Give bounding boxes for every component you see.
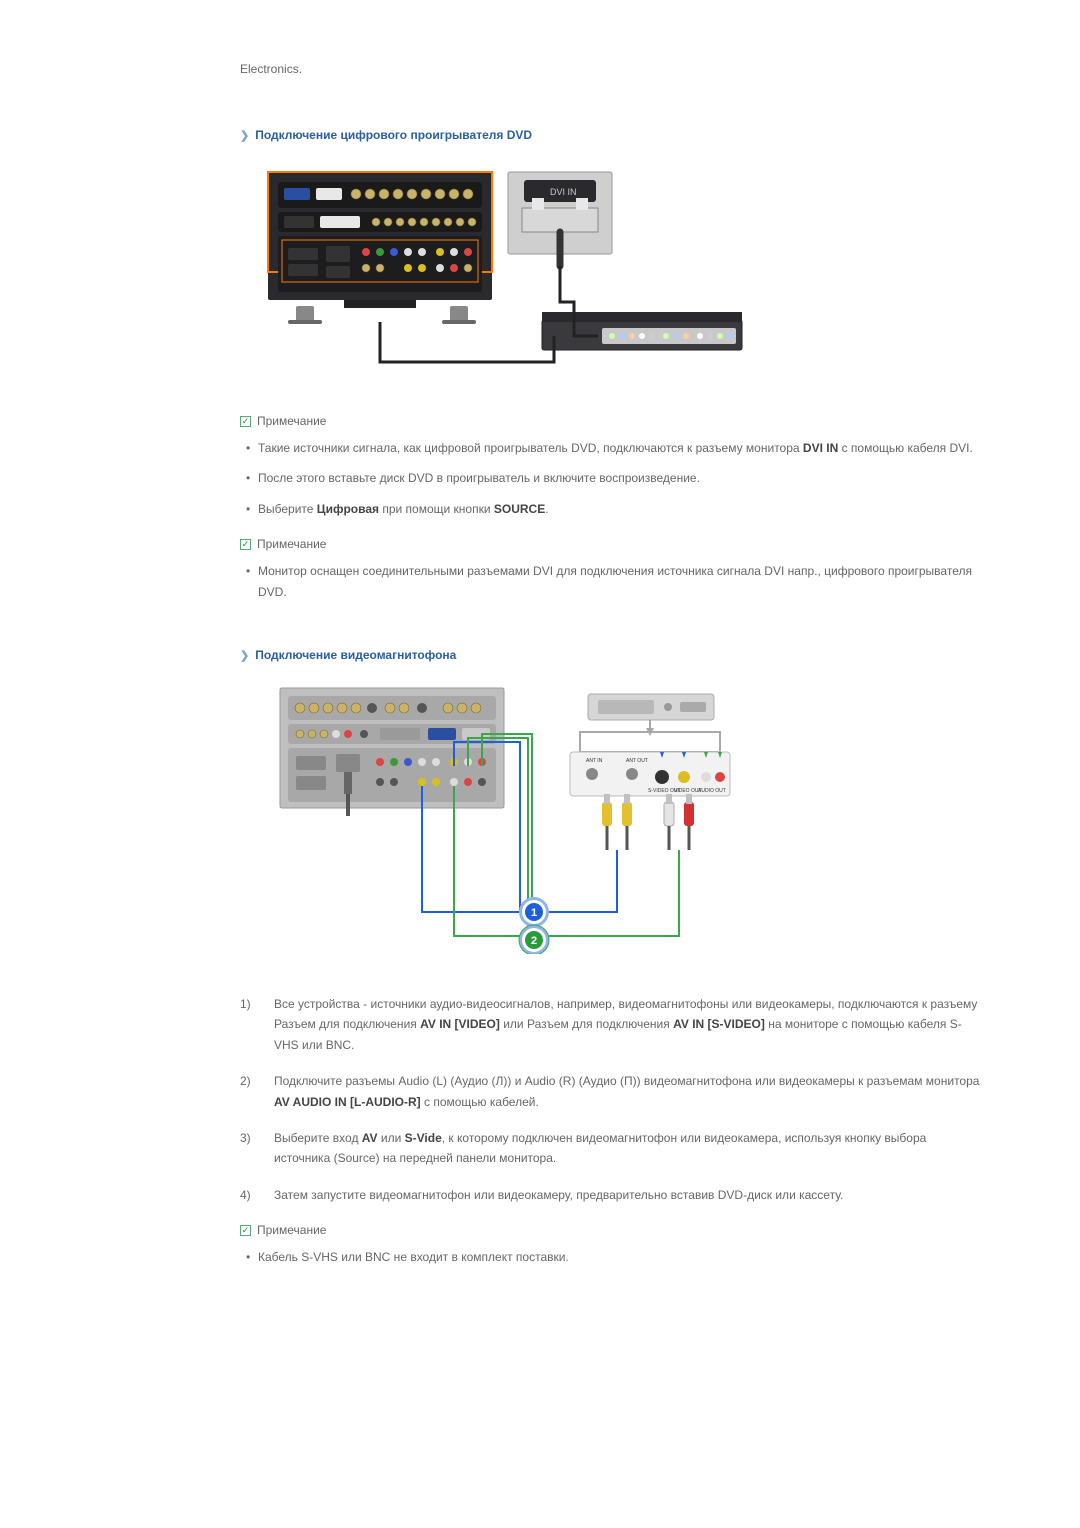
marker-1: 1	[519, 897, 549, 927]
section1-bullets-a: Такие источники сигнала, как цифровой пр…	[240, 438, 980, 519]
chevron-right-icon: ❯	[240, 129, 249, 142]
section1-bullets-b: Монитор оснащен соединительными разъемам…	[240, 561, 980, 602]
check-icon	[240, 416, 251, 427]
section2-steps: 1) Все устройства - источники аудио-виде…	[240, 994, 980, 1205]
svg-text:2: 2	[531, 935, 537, 947]
check-icon	[240, 539, 251, 550]
rca-cable-white	[664, 794, 674, 850]
note-row-1a: Примечание	[240, 414, 980, 428]
list-item: 3) Выберите вход AV или S-Vide, к которо…	[240, 1128, 980, 1169]
rca-cable-yellow-2	[622, 794, 632, 850]
rca-cable-red	[684, 794, 694, 850]
svg-text:ANT IN: ANT IN	[586, 758, 603, 764]
bullet-item: Такие источники сигнала, как цифровой пр…	[240, 438, 980, 458]
rca-cable-yellow	[602, 794, 612, 850]
svg-text:1: 1	[531, 907, 537, 919]
section2-title: ❯Подключение видеомагнитофона	[240, 648, 980, 662]
bullet-item: Кабель S-VHS или BNC не входит в комплек…	[240, 1247, 980, 1267]
bullet-item: Монитор оснащен соединительными разъемам…	[240, 561, 980, 602]
bullet-item: Выберите Цифровая при помощи кнопки SOUR…	[240, 499, 980, 519]
section1-title: ❯Подключение цифрового проигрывателя DVD	[240, 128, 980, 142]
marker-2: 2	[519, 925, 549, 954]
intro-text: Electronics.	[240, 60, 980, 78]
list-item: 4) Затем запустите видеомагнитофон или в…	[240, 1185, 980, 1205]
note-row-1b: Примечание	[240, 537, 980, 551]
check-icon	[240, 1225, 251, 1236]
dvd-connection-diagram: DVI IN	[254, 162, 752, 374]
bullet-item: После этого вставьте диск DVD в проигрыв…	[240, 468, 980, 488]
note-row-2: Примечание	[240, 1223, 980, 1237]
list-item: 2) Подключите разъемы Audio (L) (Аудио (…	[240, 1071, 980, 1112]
svg-text:DVI IN: DVI IN	[550, 187, 577, 197]
list-item: 1) Все устройства - источники аудио-виде…	[240, 994, 980, 1055]
chevron-right-icon: ❯	[240, 649, 249, 662]
vcr-connection-diagram: ANT IN ANT OUT S-VIDEO OUT VIDEO OUT AUD…	[270, 682, 742, 954]
section2-bullets: Кабель S-VHS или BNC не входит в комплек…	[240, 1247, 980, 1267]
svg-text:ANT OUT: ANT OUT	[626, 758, 648, 764]
svg-text:AUDIO OUT: AUDIO OUT	[698, 788, 726, 794]
